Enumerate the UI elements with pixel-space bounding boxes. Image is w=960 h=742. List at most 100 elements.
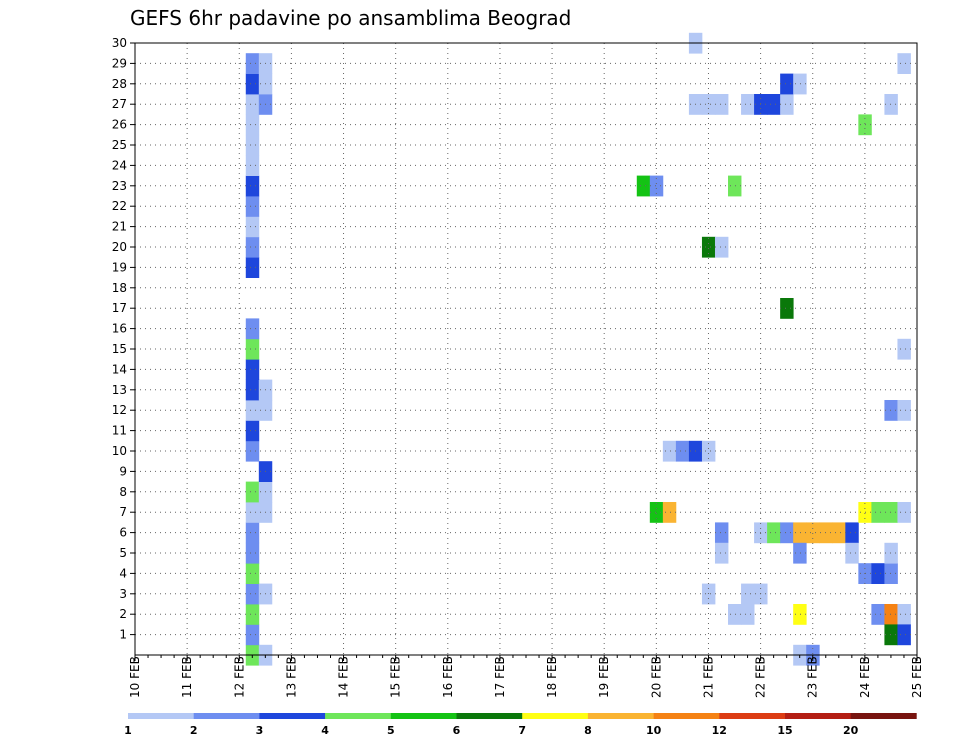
precip-cell xyxy=(897,604,911,625)
colorbar-label: 5 xyxy=(387,724,395,737)
precip-cell xyxy=(245,502,260,523)
colorbar-label: 15 xyxy=(777,724,792,737)
precip-cell xyxy=(897,338,911,360)
y-tick-label: 24 xyxy=(112,158,127,172)
y-tick-label: 10 xyxy=(112,444,127,458)
precip-cell xyxy=(245,114,260,136)
x-tick-label: 20 FEB xyxy=(649,656,663,698)
precip-cells xyxy=(245,32,911,666)
chart-title: GEFS 6hr padavine po ansamblima Beograd xyxy=(130,6,571,30)
y-tick-label: 5 xyxy=(119,546,127,560)
precip-cell xyxy=(701,94,716,115)
precip-cell xyxy=(871,604,885,625)
precip-cell xyxy=(780,94,794,115)
x-tick-label: 19 FEB xyxy=(597,656,611,698)
y-tick-label: 14 xyxy=(112,362,127,376)
x-tick-label: 17 FEB xyxy=(493,656,507,698)
precip-cell xyxy=(245,379,260,401)
precip-cell xyxy=(714,94,729,115)
precip-cell xyxy=(245,542,260,564)
y-tick-label: 21 xyxy=(112,220,127,234)
y-tick-label: 23 xyxy=(112,179,127,193)
x-axis: 10 FEB 11 FEB 12 FEB 13 FEB 14 FEB 15 FEB 16 F… xyxy=(128,655,924,698)
colorbar-swatch xyxy=(390,713,457,719)
precip-cell xyxy=(780,298,794,319)
precip-cell xyxy=(245,440,260,462)
grid-lines xyxy=(135,43,917,655)
y-tick-label: 28 xyxy=(112,77,127,91)
precip-cell xyxy=(649,502,664,523)
colorbar-label: 2 xyxy=(190,724,198,737)
precip-cell xyxy=(245,481,260,503)
y-tick-label: 11 xyxy=(112,424,127,438)
precip-cell xyxy=(884,563,898,584)
precip-cell xyxy=(245,583,260,605)
precip-cell xyxy=(649,175,664,197)
x-tick-label: 12 FEB xyxy=(232,656,246,698)
y-tick-label: 8 xyxy=(119,485,127,499)
y-tick-label: 4 xyxy=(119,566,127,580)
y-tick-label: 17 xyxy=(112,301,127,315)
y-tick-label: 18 xyxy=(112,281,127,295)
precip-cell xyxy=(245,175,260,197)
colorbar-swatch xyxy=(522,713,589,719)
precip-cell xyxy=(897,502,911,523)
colorbar-label: 20 xyxy=(843,724,859,737)
colorbar-swatch xyxy=(587,713,654,719)
y-tick-label: 30 xyxy=(112,36,127,50)
colorbar-label: 3 xyxy=(256,724,264,737)
precip-cell xyxy=(245,318,260,340)
precip-cell xyxy=(806,522,820,544)
precip-cell xyxy=(884,624,898,646)
colorbar-swatch xyxy=(259,713,326,719)
y-tick-label: 29 xyxy=(112,56,127,70)
precip-cell xyxy=(245,604,260,625)
y-tick-label: 19 xyxy=(112,260,127,274)
precip-cell xyxy=(245,196,260,217)
y-tick-label: 22 xyxy=(112,199,127,213)
colorbar-swatch xyxy=(193,713,260,719)
precip-cell xyxy=(728,604,742,625)
precip-cell xyxy=(245,236,260,258)
colorbar-label: 1 xyxy=(124,724,132,737)
precip-cell xyxy=(832,522,846,544)
precip-cell xyxy=(871,502,885,523)
colorbar-swatch xyxy=(785,713,851,719)
precip-cell xyxy=(767,522,781,544)
precip-cell xyxy=(245,338,260,360)
y-tick-label: 15 xyxy=(112,342,127,356)
y-axis: 1234567891011121314151617181920212223242… xyxy=(112,36,135,642)
y-tick-label: 7 xyxy=(119,505,127,519)
precip-cell xyxy=(245,563,260,584)
y-tick-label: 26 xyxy=(112,118,127,132)
x-tick-label: 14 FEB xyxy=(337,656,351,698)
y-tick-label: 27 xyxy=(112,97,127,111)
precip-cell xyxy=(714,522,729,544)
y-tick-label: 2 xyxy=(119,607,127,621)
precip-cell xyxy=(245,155,260,176)
precip-cell xyxy=(793,604,807,625)
y-tick-label: 9 xyxy=(119,464,127,478)
x-tick-label: 23 FEB xyxy=(806,656,820,698)
precip-cell xyxy=(636,175,651,197)
x-tick-label: 22 FEB xyxy=(754,656,768,698)
colorbar-swatch xyxy=(456,713,523,719)
precip-cell xyxy=(793,73,807,95)
precip-cell xyxy=(245,134,260,156)
precip-cell xyxy=(245,359,260,380)
y-tick-label: 16 xyxy=(112,322,127,336)
precip-cell xyxy=(884,400,898,421)
colorbar-swatch xyxy=(719,713,786,719)
precip-cell xyxy=(245,53,260,74)
precip-cell xyxy=(780,73,794,95)
colorbar-swatch xyxy=(653,713,720,719)
x-tick-label: 15 FEB xyxy=(389,656,403,698)
x-tick-label: 18 FEB xyxy=(545,656,559,698)
precip-cell xyxy=(884,94,898,115)
x-tick-label: 25 FEB xyxy=(910,656,924,698)
precip-cell xyxy=(845,542,859,564)
colorbar-swatch xyxy=(325,713,392,719)
x-tick-label: 10 FEB xyxy=(128,656,142,698)
precip-cell xyxy=(714,542,729,564)
colorbar-label: 7 xyxy=(518,724,526,737)
